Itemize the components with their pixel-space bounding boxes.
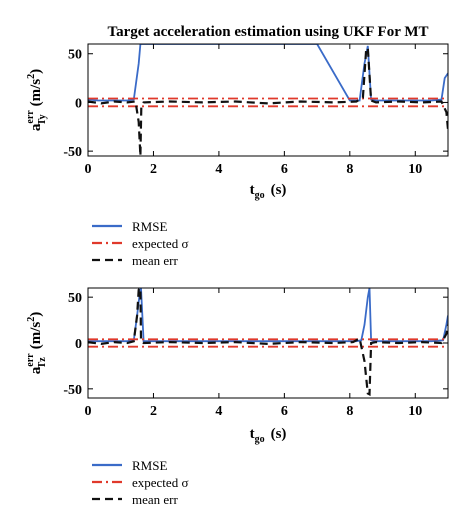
legend-label-0: RMSE	[132, 219, 167, 234]
legend-label-1: expected σ	[132, 475, 188, 490]
y-tick-label: 50	[68, 48, 82, 63]
legend-label-0: RMSE	[132, 458, 167, 473]
x-axis-label-unit: (s)	[271, 426, 287, 442]
y-axis-label-sup: err	[25, 353, 36, 367]
y-axis-label-unit-sup: 2	[26, 74, 37, 79]
x-axis-label-unit: (s)	[271, 182, 287, 198]
y-axis-label-sub: Ty	[37, 114, 48, 125]
legend: RMSE expected σ mean err	[92, 458, 188, 507]
legend-label-2: mean err	[132, 253, 179, 268]
plot-area	[88, 44, 448, 156]
chart-title: Target acceleration estimation using UKF…	[107, 24, 428, 40]
x-tick-label: 10	[408, 162, 422, 177]
x-axis-label: tgo (s)	[250, 182, 287, 201]
legend-label-1: expected σ	[132, 236, 188, 251]
x-axis-label: tgo (s)	[250, 426, 287, 445]
x-tick-label: 10	[408, 404, 422, 419]
y-tick-label: 0	[75, 337, 82, 352]
y-tick-label: -50	[63, 383, 82, 398]
x-tick-label: 6	[281, 162, 288, 177]
x-axis-label-main: t	[250, 426, 255, 442]
series-rmse	[88, 44, 448, 102]
y-axis-label: aerrTy (m/s2)	[25, 69, 48, 131]
x-tick-label: 6	[281, 404, 288, 419]
x-tick-label: 2	[150, 404, 157, 419]
x-tick-label: 4	[215, 404, 222, 419]
x-tick-label: 8	[346, 162, 353, 177]
x-axis-label-sub: go	[255, 434, 265, 445]
series-mean-err	[88, 45, 448, 156]
y-axis-label-unit-close: )	[28, 312, 44, 317]
y-axis-label-sup: err	[25, 110, 36, 124]
y-axis-label: aerrTz (m/s2)	[25, 312, 48, 374]
axes-frame	[87, 43, 449, 157]
y-axis-label-main: a	[28, 123, 44, 131]
y-axis-label-unit-sup: 2	[26, 317, 37, 322]
legend-label-2: mean err	[132, 492, 179, 507]
y-axis-label-sub: Tz	[37, 357, 48, 369]
y-axis-label-unit: (m/s	[28, 79, 44, 107]
x-tick-label: 2	[150, 162, 157, 177]
x-axis-label-main: t	[250, 182, 255, 198]
y-tick-label: -50	[63, 145, 82, 160]
y-tick-label: 50	[68, 291, 82, 306]
x-axis-label-sub: go	[255, 190, 265, 201]
y-axis-label-main: a	[28, 366, 44, 374]
y-axis-label-unit: (m/s	[28, 322, 44, 350]
y-tick-label: 0	[75, 96, 82, 111]
x-tick-label: 8	[346, 404, 353, 419]
x-tick-label: 0	[85, 404, 92, 419]
series-mean-err	[88, 288, 448, 397]
legend: RMSE expected σ mean err	[92, 219, 188, 268]
x-tick-label: 4	[215, 162, 222, 177]
plot-area	[88, 288, 448, 397]
x-tick-label: 0	[85, 162, 92, 177]
y-axis-label-unit-close: )	[28, 69, 44, 74]
